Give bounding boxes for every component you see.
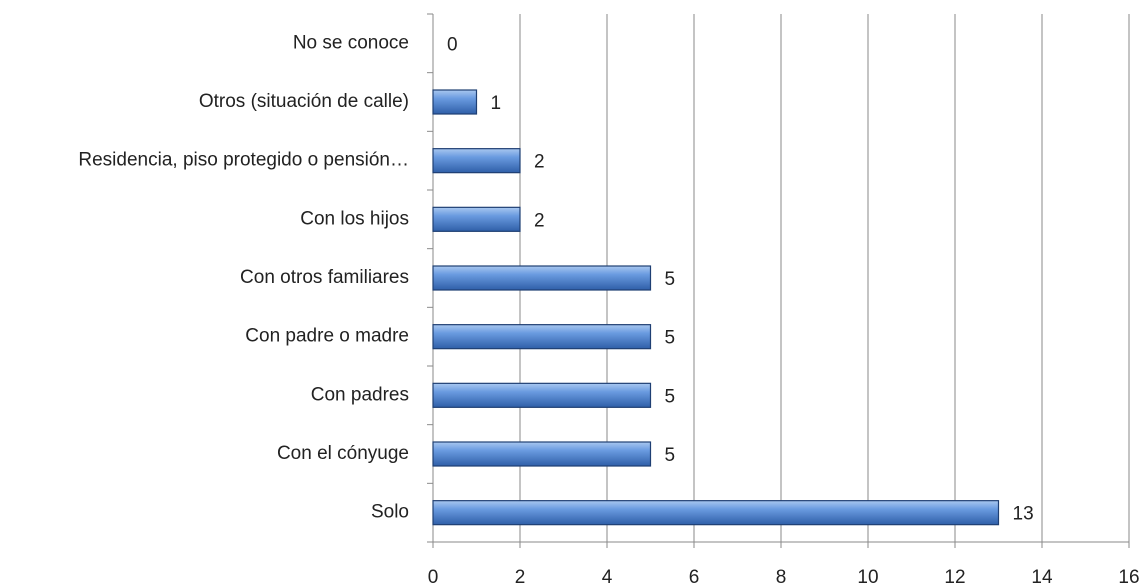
value-label: 5 bbox=[665, 269, 676, 290]
x-tick-label: 2 bbox=[515, 567, 526, 588]
y-tick-label: Solo bbox=[371, 502, 409, 523]
value-label: 0 bbox=[447, 34, 458, 55]
bar bbox=[432, 265, 652, 291]
bar bbox=[432, 148, 521, 174]
value-label: 1 bbox=[491, 93, 502, 114]
bar bbox=[432, 500, 1000, 526]
y-tick-label: Residencia, piso protegido o pensión… bbox=[78, 150, 409, 171]
y-tick-label: No se conoce bbox=[293, 32, 409, 53]
y-tick-label: Con otros familiares bbox=[240, 267, 409, 288]
value-label: 2 bbox=[534, 210, 545, 231]
x-tick-label: 8 bbox=[776, 567, 787, 588]
bar bbox=[432, 324, 652, 350]
y-tick-label: Con padre o madre bbox=[245, 326, 409, 347]
y-tick-label: Con padres bbox=[311, 384, 409, 405]
value-label: 5 bbox=[665, 328, 676, 349]
y-tick-label: Con los hijos bbox=[300, 208, 409, 229]
bar bbox=[432, 89, 478, 115]
x-tick-label: 10 bbox=[857, 567, 878, 588]
value-label: 13 bbox=[1013, 504, 1034, 525]
value-label: 2 bbox=[534, 152, 545, 173]
y-tick-label: Con el cónyuge bbox=[277, 443, 409, 464]
value-label: 5 bbox=[665, 445, 676, 466]
value-label: 5 bbox=[665, 386, 676, 407]
bar bbox=[432, 382, 652, 408]
x-tick-label: 16 bbox=[1118, 567, 1139, 588]
x-tick-label: 6 bbox=[689, 567, 700, 588]
bar bbox=[432, 206, 521, 232]
x-tick-label: 12 bbox=[944, 567, 965, 588]
x-tick-label: 4 bbox=[602, 567, 613, 588]
x-tick-label: 14 bbox=[1031, 567, 1053, 588]
y-tick-label: Otros (situación de calle) bbox=[199, 91, 409, 112]
bar bbox=[432, 441, 652, 467]
x-tick-label: 0 bbox=[428, 567, 439, 588]
